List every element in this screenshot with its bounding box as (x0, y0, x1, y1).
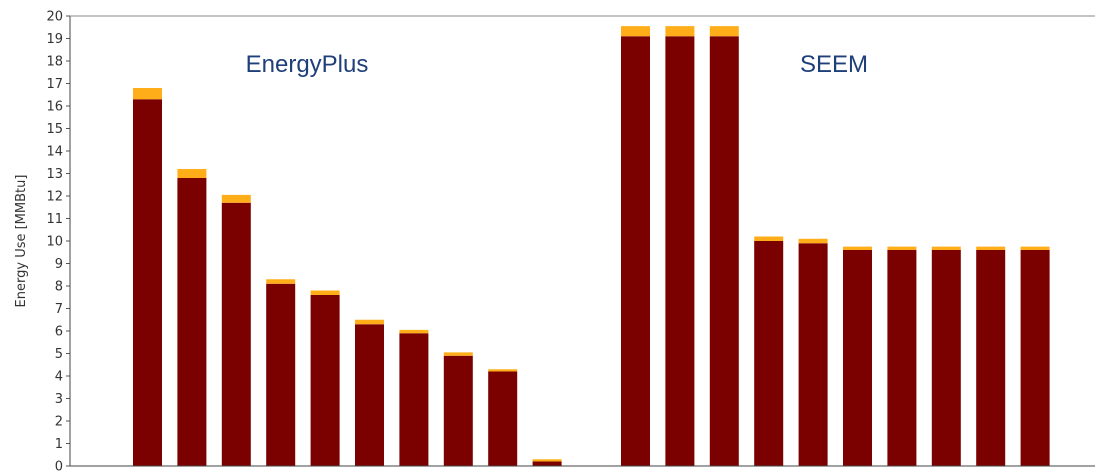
bar-base-segment (754, 241, 784, 466)
group-label: EnergyPlus (246, 51, 369, 78)
bar-base-segment (177, 178, 207, 466)
y-tick-label: 15 (46, 122, 63, 137)
y-tick-label: 11 (46, 212, 63, 227)
bar-top-segment (488, 369, 518, 372)
bar-top-segment (798, 238, 828, 244)
bar-base-segment (355, 324, 384, 466)
bar-top-segment (221, 194, 251, 203)
y-tick-label: 19 (46, 32, 63, 47)
bar-top-segment (443, 352, 473, 356)
bar-base-segment (443, 355, 473, 466)
bar-base-segment (798, 243, 828, 466)
y-tick-label: 6 (55, 325, 63, 340)
bar-top-segment (976, 246, 1006, 250)
bar-base-segment (665, 36, 695, 466)
bar-top-segment (266, 279, 296, 284)
y-tick-label: 2 (55, 415, 63, 430)
bar-base-segment (532, 461, 562, 466)
y-tick-label: 20 (46, 10, 63, 25)
bar-top-segment (133, 88, 162, 100)
bar-top-segment (1020, 246, 1050, 250)
bar-base-segment (266, 283, 296, 466)
bar-top-segment (532, 459, 562, 462)
bar-base-segment (931, 250, 961, 466)
y-tick-label: 9 (55, 257, 63, 272)
bar-top-segment (931, 246, 961, 250)
group-label: SEEM (800, 51, 868, 78)
y-tick-label: 7 (55, 302, 63, 317)
bar-base-segment (399, 333, 429, 466)
bar-base-segment (976, 250, 1006, 466)
bar-base-segment (621, 36, 650, 466)
bar-top-segment (310, 290, 340, 295)
bar-top-segment (754, 236, 784, 241)
y-tick-label: 12 (46, 190, 63, 205)
y-tick-label: 14 (46, 145, 63, 160)
bar-top-segment (177, 169, 207, 178)
y-tick-label: 8 (55, 280, 63, 295)
y-tick-label: 4 (55, 370, 63, 385)
bar-base-segment (221, 202, 251, 466)
y-tick-label: 10 (46, 235, 63, 250)
bar-base-segment (709, 36, 739, 466)
bar-top-segment (843, 246, 872, 250)
bar-top-segment (887, 246, 917, 250)
y-tick-label: 0 (55, 460, 63, 475)
bar-top-segment (399, 329, 429, 334)
bar-base-segment (1020, 250, 1050, 466)
bar-top-segment (355, 319, 384, 325)
y-tick-label: 16 (46, 100, 63, 115)
y-tick-label: 13 (46, 167, 63, 182)
bar-top-segment (665, 26, 695, 37)
y-tick-label: 3 (55, 392, 63, 407)
y-tick-label: 17 (46, 77, 63, 92)
bar-base-segment (133, 99, 162, 466)
y-axis-title: Energy Use [MMBtu] (14, 175, 29, 308)
y-tick-label: 18 (46, 55, 63, 70)
bar-top-segment (621, 26, 650, 37)
bar-base-segment (843, 250, 872, 466)
bar-top-segment (709, 26, 739, 37)
bar-base-segment (310, 295, 340, 466)
bar-base-segment (887, 250, 917, 466)
bar-base-segment (488, 371, 518, 466)
y-tick-label: 5 (55, 347, 63, 362)
y-tick-label: 1 (55, 437, 63, 452)
